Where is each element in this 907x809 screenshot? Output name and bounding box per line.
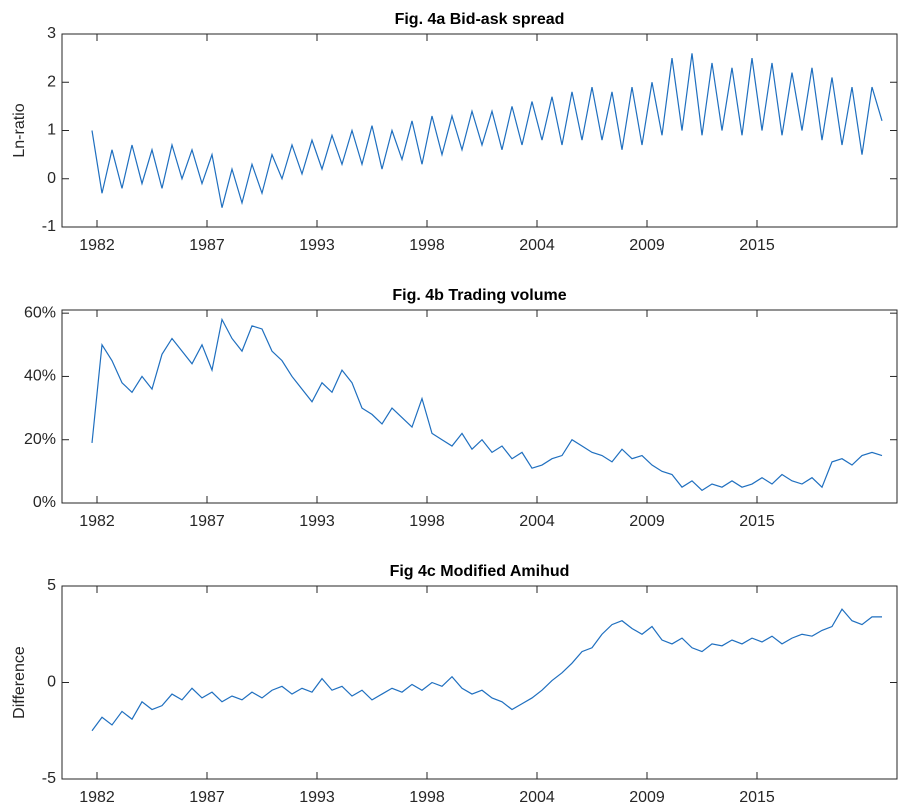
x-tick-label: 2015	[739, 513, 775, 530]
y-axis-label: Ln-ratio	[11, 103, 28, 157]
x-tick-label: 2004	[519, 789, 555, 806]
x-tick-label: 1993	[299, 789, 335, 806]
x-tick-label: 2009	[629, 789, 665, 806]
y-tick-label: 40%	[24, 368, 56, 385]
x-tick-label: 1998	[409, 237, 445, 254]
y-tick-label: 60%	[24, 304, 56, 321]
data-line	[91, 317, 883, 492]
y-tick-label: 1	[47, 122, 56, 139]
chart-title: Fig. 4a Bid-ask spread	[395, 11, 565, 28]
y-tick-label: 2	[47, 73, 56, 90]
x-tick-label: 1982	[79, 513, 115, 530]
x-tick-label: 2004	[519, 237, 555, 254]
x-tick-label: 2009	[629, 237, 665, 254]
chart-title: Fig 4c Modified Amihud	[390, 563, 570, 580]
x-tick-label: 1998	[409, 789, 445, 806]
x-tick-label: 1987	[189, 237, 225, 254]
x-tick-label: 1998	[409, 513, 445, 530]
x-tick-label: 2015	[739, 237, 775, 254]
data-line	[91, 53, 883, 208]
y-tick-label: 0%	[33, 494, 56, 511]
axes-box	[61, 585, 898, 780]
x-tick-label: 1982	[79, 237, 115, 254]
x-tick-label: 1987	[189, 789, 225, 806]
x-tick-label: 2015	[739, 789, 775, 806]
y-tick-label: 0	[47, 674, 56, 691]
y-tick-label: 5	[47, 577, 56, 594]
data-line	[91, 608, 882, 732]
x-tick-label: 1993	[299, 237, 335, 254]
y-tick-label: 0	[47, 170, 56, 187]
y-tick-label: -1	[42, 218, 56, 235]
y-tick-label: -5	[42, 770, 56, 787]
x-tick-label: 1982	[79, 789, 115, 806]
y-tick-label: 3	[47, 25, 56, 42]
x-tick-label: 1987	[189, 513, 225, 530]
chart-title: Fig. 4b Trading volume	[392, 287, 566, 304]
y-tick-label: 20%	[24, 431, 56, 448]
y-axis-label: Difference	[11, 646, 28, 719]
x-tick-label: 2009	[629, 513, 665, 530]
x-tick-label: 1993	[299, 513, 335, 530]
x-tick-label: 2004	[519, 513, 555, 530]
axes-box	[61, 309, 898, 504]
